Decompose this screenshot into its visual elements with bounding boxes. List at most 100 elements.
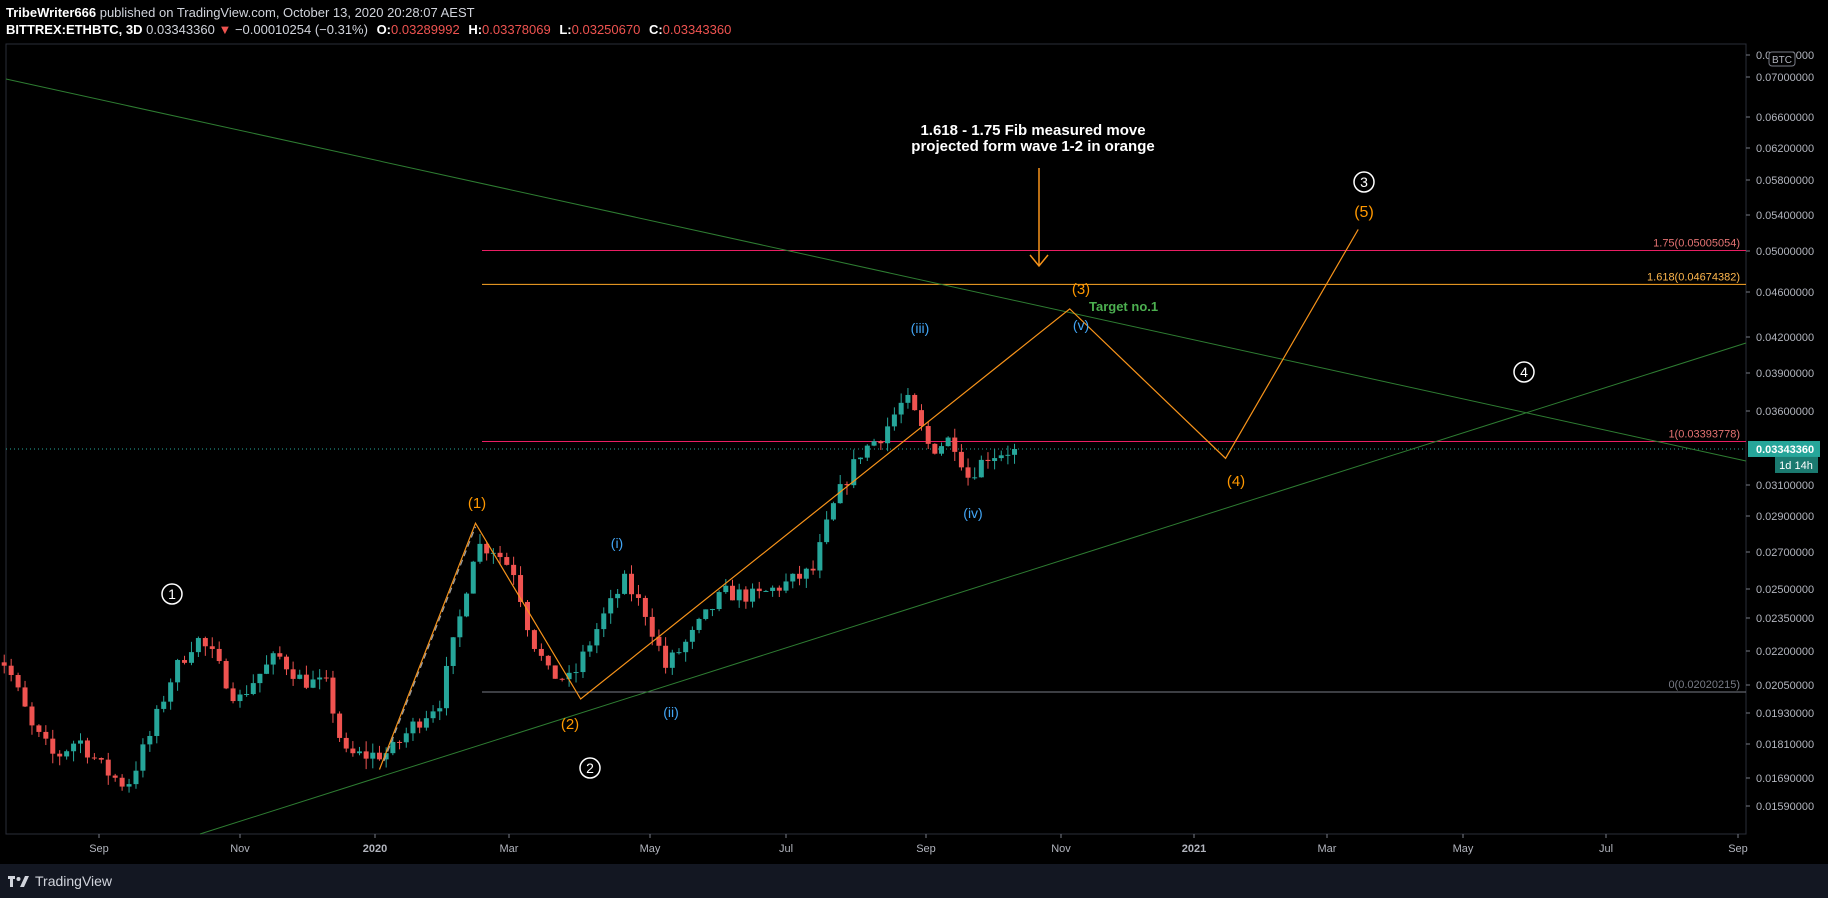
countdown-value: 1d 14h xyxy=(1779,460,1813,472)
price-tick-label: 0.06600000 xyxy=(1756,112,1814,124)
primary-wave-label: 1 xyxy=(168,586,176,602)
candle-down xyxy=(985,459,991,461)
candle-up xyxy=(608,598,614,614)
candle-up xyxy=(992,458,998,461)
candle-up xyxy=(430,711,436,719)
candle-up xyxy=(370,752,376,759)
symbol-name[interactable]: BITTREX:ETHBTC, 3D xyxy=(6,22,143,37)
candle-down xyxy=(484,543,490,554)
candle-up xyxy=(622,573,628,594)
author-name[interactable]: TribeWriter666 xyxy=(6,5,97,20)
candle-down xyxy=(952,437,958,452)
candle-down xyxy=(323,677,329,679)
low-label: L: xyxy=(559,22,572,37)
candle-up xyxy=(264,664,270,674)
candle-up xyxy=(763,590,769,592)
candle-up xyxy=(464,593,470,617)
candle-up xyxy=(126,784,132,787)
candle-up xyxy=(147,735,153,745)
price-tick-label: 0.01810000 xyxy=(1756,739,1814,751)
down-arrow-icon: ▼ xyxy=(218,22,232,37)
candle-up xyxy=(168,682,174,702)
candle-up xyxy=(824,519,830,543)
time-axis: Sep Nov 2020 Mar May Jul Sep Nov 2021 Mar May Jul Se… xyxy=(89,834,1748,855)
candle-down xyxy=(511,564,517,576)
price-tick-label: 0.02050000 xyxy=(1756,680,1814,692)
price-chart[interactable]: 1.75(0.05005054) 1.618(0.04674382) 1(0.033… xyxy=(0,0,1828,864)
candle-down xyxy=(545,655,551,666)
candle-up xyxy=(573,672,579,674)
candle-up xyxy=(140,744,146,771)
candle-up xyxy=(450,637,456,666)
candle-down xyxy=(8,665,14,676)
candle-up xyxy=(594,629,600,646)
candle-down xyxy=(417,721,423,728)
primary-wave-label: 2 xyxy=(586,760,594,776)
time-tick-label: Nov xyxy=(230,843,250,855)
fib-level-label: 0(0.02020215) xyxy=(1668,679,1740,691)
target-label: Target no.1 xyxy=(1089,299,1158,314)
candle-up xyxy=(689,629,695,642)
candle-down xyxy=(230,688,236,702)
candle-up xyxy=(1012,448,1018,455)
candle-up xyxy=(443,665,449,709)
candle-up xyxy=(830,503,836,520)
time-tick-label: Sep xyxy=(89,843,109,855)
candle-up xyxy=(423,718,429,728)
candle-down xyxy=(29,706,35,726)
candle-down xyxy=(119,777,125,787)
candle-up xyxy=(676,652,682,654)
price-change: −0.00010254 (−0.31%) xyxy=(234,22,368,37)
price-tick-label: 0.03100000 xyxy=(1756,480,1814,492)
candle-down xyxy=(925,426,931,444)
candle-up xyxy=(898,402,904,415)
candle-up xyxy=(864,445,870,458)
price-tick-label: 0.02500000 xyxy=(1756,584,1814,596)
candle-down xyxy=(965,467,971,478)
price-tick-label: 0.01590000 xyxy=(1756,801,1814,813)
candle-up xyxy=(945,437,951,447)
primary-wave-circle xyxy=(1353,171,1375,193)
price-tick-label: 0.01690000 xyxy=(1756,773,1814,785)
candle-down xyxy=(57,753,63,757)
last-price: 0.03343360 xyxy=(146,22,215,37)
ascending-trendline xyxy=(199,342,1747,835)
candle-up xyxy=(803,568,809,579)
candle-up xyxy=(357,751,363,754)
open-label: O: xyxy=(376,22,392,37)
candle-down xyxy=(912,394,918,411)
candle-up xyxy=(709,609,715,611)
blue-wave-label: (i) xyxy=(611,535,623,551)
candle-down xyxy=(91,757,97,759)
blue-wave-label: (ii) xyxy=(663,704,679,720)
dashed-wave-guide xyxy=(383,526,477,762)
candle-up xyxy=(580,651,586,673)
primary-wave-circle xyxy=(579,757,601,779)
candle-up xyxy=(972,477,978,479)
close-value: 0.03343360 xyxy=(662,22,732,37)
tradingview-logo[interactable]: TradingView xyxy=(8,873,112,889)
candle-down xyxy=(182,660,188,663)
candle-up xyxy=(696,618,702,630)
candle-down xyxy=(337,713,343,738)
candle-down xyxy=(844,484,850,486)
candle-down xyxy=(629,573,635,595)
candle-down xyxy=(397,741,403,743)
price-tick-label: 0.05400000 xyxy=(1756,210,1814,222)
current-price-value: 0.03343360 xyxy=(1756,444,1814,456)
candle-up xyxy=(817,542,823,571)
time-tick-label: 2021 xyxy=(1182,843,1206,855)
current-price-tag xyxy=(1748,440,1820,457)
open-value: 0.03289992 xyxy=(391,22,460,37)
time-tick-label: Jul xyxy=(1599,843,1613,855)
candle-up xyxy=(64,751,70,757)
brand-name: TradingView xyxy=(35,873,113,889)
candle-up xyxy=(317,677,323,680)
candle-up xyxy=(71,743,77,752)
candle-down xyxy=(538,648,544,656)
candle-up xyxy=(78,740,84,744)
candle-down xyxy=(932,443,938,454)
price-tick-label: 0.01930000 xyxy=(1756,708,1814,720)
candle-down xyxy=(202,638,208,647)
footer-bar: TradingView xyxy=(0,864,1828,898)
